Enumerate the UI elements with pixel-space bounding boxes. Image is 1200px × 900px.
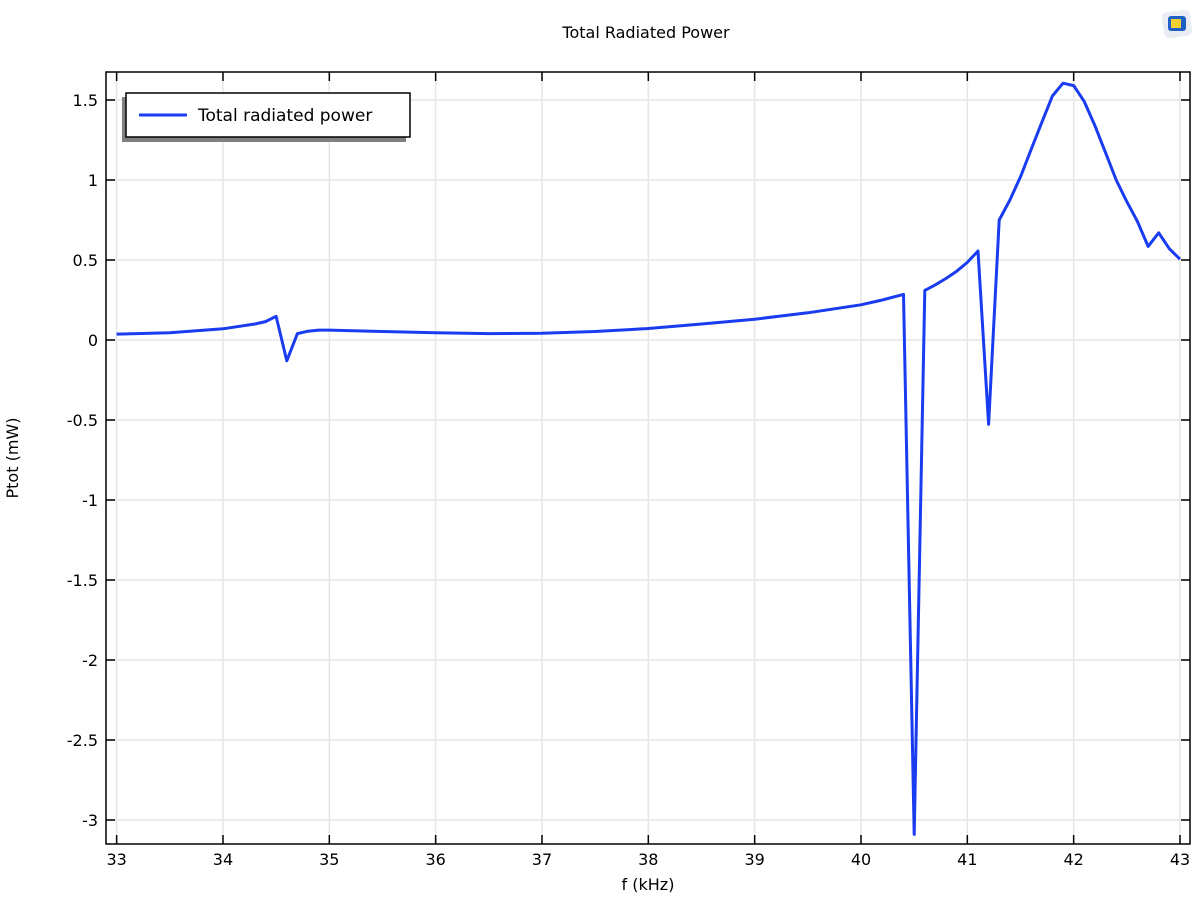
series-line — [116, 81, 1182, 836]
axis-ticks — [106, 72, 1190, 844]
x-tick-label: 35 — [319, 850, 339, 869]
y-tick-labels: 1.5 1 0.5 0 -0.5 -1 -1.5 -2 -2.5 -3 — [67, 91, 98, 830]
legend-label: Total radiated power — [197, 106, 372, 126]
y-tick-label: -2.5 — [67, 731, 98, 750]
y-tick-label: -1 — [82, 491, 98, 510]
y-tick-label: 1 — [88, 171, 98, 190]
x-tick-label: 38 — [638, 850, 658, 869]
x-tick-label: 41 — [957, 850, 977, 869]
y-tick-label: 0.5 — [73, 251, 98, 270]
x-tick-label: 43 — [1170, 850, 1190, 869]
x-tick-label: 39 — [744, 850, 764, 869]
x-tick-label: 40 — [851, 850, 871, 869]
plot-frame — [105, 71, 1191, 845]
grid — [106, 72, 1190, 844]
y-tick-label: -0.5 — [67, 411, 98, 430]
chart-title: Total Radiated Power — [561, 23, 730, 42]
x-tick-label: 36 — [425, 850, 445, 869]
y-axis-label: Ptot (mW) — [3, 418, 22, 499]
y-tick-label: -2 — [82, 651, 98, 670]
x-tick-label: 34 — [213, 850, 233, 869]
x-tick-label: 37 — [532, 850, 552, 869]
y-tick-label: -1.5 — [67, 571, 98, 590]
legend: Total radiated power — [122, 92, 411, 142]
x-tick-label: 33 — [106, 850, 126, 869]
y-tick-label: -3 — [82, 811, 98, 830]
x-axis-label: f (kHz) — [622, 875, 675, 894]
x-tick-labels: 33 34 35 36 37 38 39 40 41 42 43 — [106, 850, 1190, 869]
y-tick-label: 1.5 — [73, 91, 98, 110]
app-logo-icon — [1161, 9, 1193, 39]
series-lines — [116, 81, 1182, 836]
x-tick-label: 42 — [1063, 850, 1083, 869]
y-tick-label: 0 — [88, 331, 98, 350]
